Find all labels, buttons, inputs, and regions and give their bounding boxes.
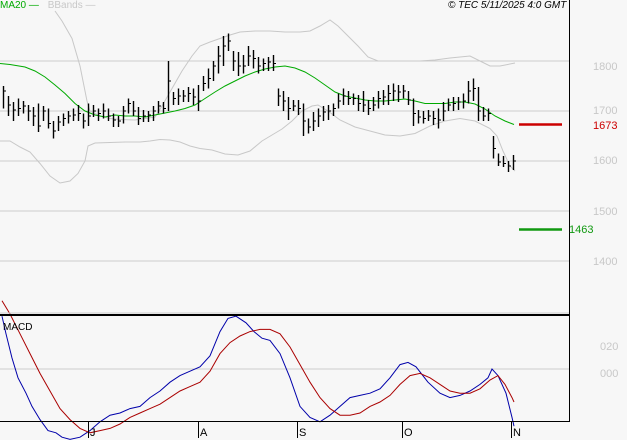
resistance-label: 1673 [593,120,618,132]
y-label-1600: 1600 [593,155,618,167]
y-label-1400: 1400 [593,256,618,268]
bollinger-bands [0,10,516,184]
legend: MA20 — BBands — [0,0,96,11]
macd-lines [1,300,515,440]
x-tick-J: J [90,427,96,439]
y-label-1700: 1700 [593,105,618,117]
chart-frame [0,0,570,438]
ma20-line [0,63,515,125]
x-tick-N: N [513,427,521,439]
macd-panel-label: MACD [3,322,33,333]
legend-bbands: BBands — [47,0,96,11]
y-label-1800: 1800 [593,61,618,73]
x-tick-S: S [299,427,307,439]
macd-label-000: 000 [600,368,619,380]
support-resistance-levels [519,123,562,231]
copyright-timestamp: © TEC 5/11/2025 4:0 GMT [448,0,567,11]
legend-ma20: MA20 — [0,0,39,11]
price-bars [2,33,516,172]
macd-label-020: 020 [600,341,619,353]
support-label: 1463 [569,224,594,236]
x-tick-A: A [200,427,208,439]
y-label-1500: 1500 [593,206,618,218]
x-tick-O: O [404,427,413,439]
